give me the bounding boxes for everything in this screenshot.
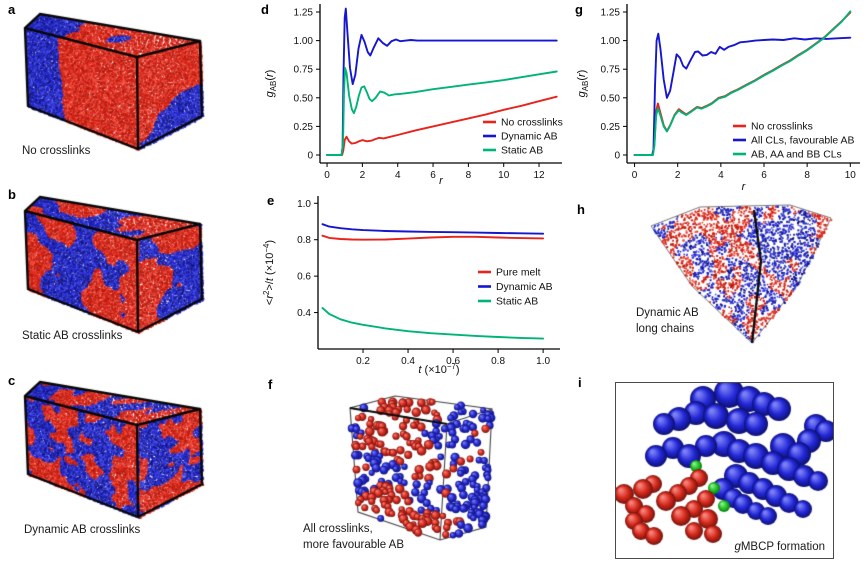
simulation-box-no-crosslinks — [10, 6, 215, 161]
panel-letter-h: h — [577, 202, 585, 217]
legend-label: Static AB — [501, 146, 543, 157]
series-line-static-ab — [326, 67, 558, 156]
series-line-ab-aa-and-bb-cls — [633, 10, 852, 156]
caption-i: gMBCP formation — [734, 541, 825, 553]
y-tick-label: 0.25 — [601, 122, 621, 133]
y-tick-label: 0 — [307, 150, 313, 161]
legend-label: AB, AA and BB CLs — [751, 150, 842, 161]
simulation-box-dynamic-ab-long-chains — [628, 193, 853, 358]
simulation-box-dynamic-ab-crosslinks — [10, 374, 215, 529]
gmbcp-molecule-image — [616, 383, 833, 558]
caption-f-line1: All crosslinks, — [303, 523, 373, 535]
panel-letter-g: g — [575, 2, 583, 17]
legend-label: Pure melt — [496, 268, 541, 279]
x-axis-label: r — [439, 175, 444, 187]
y-tick-label: 1.0 — [297, 199, 311, 210]
y-tick-label: 0.25 — [294, 122, 314, 133]
chart-gab-r-crosslink-types: 0 2 4 6 8 10 12 0 0.25 0.50 0.75 1.00 1.25 r gAB(r) No … — [262, 0, 574, 192]
x-tick-label: 0.4 — [401, 356, 415, 367]
caption-h-line2: long chains — [636, 322, 695, 335]
x-tick-label: 2 — [675, 170, 681, 181]
legend-label: Static AB — [496, 297, 538, 308]
series-line-dynamic-ab — [321, 223, 545, 235]
x-tick-label: 0.8 — [491, 356, 505, 367]
y-tick-label: 0.4 — [297, 308, 311, 319]
caption-a: No crosslinks — [22, 145, 91, 157]
legend-label: No crosslinks — [751, 122, 813, 133]
x-tick-label: 10 — [845, 170, 857, 181]
x-tick-label: 0.6 — [446, 356, 460, 367]
caption-h: Dynamic AB long chains — [636, 306, 699, 337]
series-line-dynamic-ab — [326, 7, 558, 156]
caption-c: Dynamic AB crosslinks — [24, 524, 141, 536]
x-tick-label: 10 — [498, 170, 510, 181]
caption-b: Static AB crosslinks — [22, 330, 123, 342]
chart-svg-e: 0.2 0.4 0.6 0.8 1.0 0.4 0.6 0.8 1.0 t (×10−7) <r2>… — [262, 196, 560, 376]
y-tick-label: 0.8 — [297, 235, 311, 246]
legend-label: Dynamic AB — [496, 282, 553, 293]
legend-label: All CLs, favourable AB — [751, 136, 854, 147]
panel-letter-e: e — [267, 193, 275, 208]
y-axis-label: <r2>/t (×10−4) — [262, 240, 276, 305]
x-tick-label: 8 — [804, 170, 810, 181]
y-tick-label: 0.50 — [294, 93, 314, 104]
x-axis-label: r — [742, 181, 747, 193]
x-tick-label: 0.2 — [356, 356, 370, 367]
series-line-pure-melt — [321, 234, 545, 241]
x-tick-label: 6 — [430, 170, 436, 181]
caption-f: All crosslinks, more favourable AB — [303, 522, 404, 553]
series-line-static-ab — [321, 307, 545, 340]
series-line-all-cls-favourable-ab — [633, 32, 852, 156]
y-tick-label: 1.00 — [294, 36, 314, 47]
series-line-no-crosslinks — [633, 11, 852, 156]
simulation-box-static-ab-crosslinks — [10, 189, 215, 344]
simulation-cube-all-crosslinks — [325, 382, 510, 557]
y-axis-label: gAB(r) — [264, 70, 278, 98]
panel-letter-d: d — [261, 2, 269, 17]
x-tick-label: 4 — [718, 170, 724, 181]
y-tick-label: 0.50 — [601, 93, 621, 104]
gmbcp-box: gMBCP formation — [615, 382, 834, 559]
chart-diffusion-msd: 0.2 0.4 0.6 0.8 1.0 0.4 0.6 0.8 1.0 t (×10−7) <r2>… — [262, 190, 564, 376]
y-tick-label: 0 — [614, 150, 620, 161]
y-axis-label: gAB(r) — [576, 70, 590, 98]
y-tick-label: 1.25 — [294, 8, 314, 19]
x-tick-label: 6 — [761, 170, 767, 181]
x-tick-label: 12 — [533, 170, 545, 181]
caption-f-line2: more favourable AB — [303, 538, 405, 551]
y-tick-label: 0.75 — [601, 65, 621, 76]
caption-i-rest: MBCP formation — [740, 541, 825, 553]
y-tick-label: 1.25 — [601, 8, 621, 19]
x-tick-label: 2 — [360, 170, 366, 181]
chart-svg-g: 0 2 4 6 8 10 0 0.25 0.50 0.75 1.00 1.25 r gAB(r) No cr… — [576, 4, 860, 193]
series-line-no-crosslinks — [326, 95, 558, 156]
chart-svg-d: 0 2 4 6 8 10 12 0 0.25 0.50 0.75 1.00 1.25 r gAB(r) No … — [264, 4, 563, 187]
panel-letter-i: i — [578, 375, 582, 390]
x-axis-label: t (×10−7) — [418, 362, 459, 376]
x-tick-label: 1.0 — [536, 356, 550, 367]
y-tick-label: 0.6 — [297, 272, 311, 283]
x-tick-label: 8 — [466, 170, 472, 181]
legend-label: Dynamic AB — [501, 132, 558, 143]
panel-letter-f: f — [268, 377, 273, 392]
x-tick-label: 4 — [395, 170, 401, 181]
x-tick-label: 0 — [324, 170, 330, 181]
chart-gab-r-all-crosslinks: 0 2 4 6 8 10 0 0.25 0.50 0.75 1.00 1.25 r gAB(r) No cr… — [573, 0, 865, 196]
legend-label: No crosslinks — [501, 118, 563, 129]
x-tick-label: 0 — [632, 170, 638, 181]
caption-h-line1: Dynamic AB — [636, 307, 699, 319]
y-tick-label: 1.00 — [601, 36, 621, 47]
caption-i-italic-g: g — [734, 541, 741, 553]
y-tick-label: 0.75 — [294, 65, 314, 76]
